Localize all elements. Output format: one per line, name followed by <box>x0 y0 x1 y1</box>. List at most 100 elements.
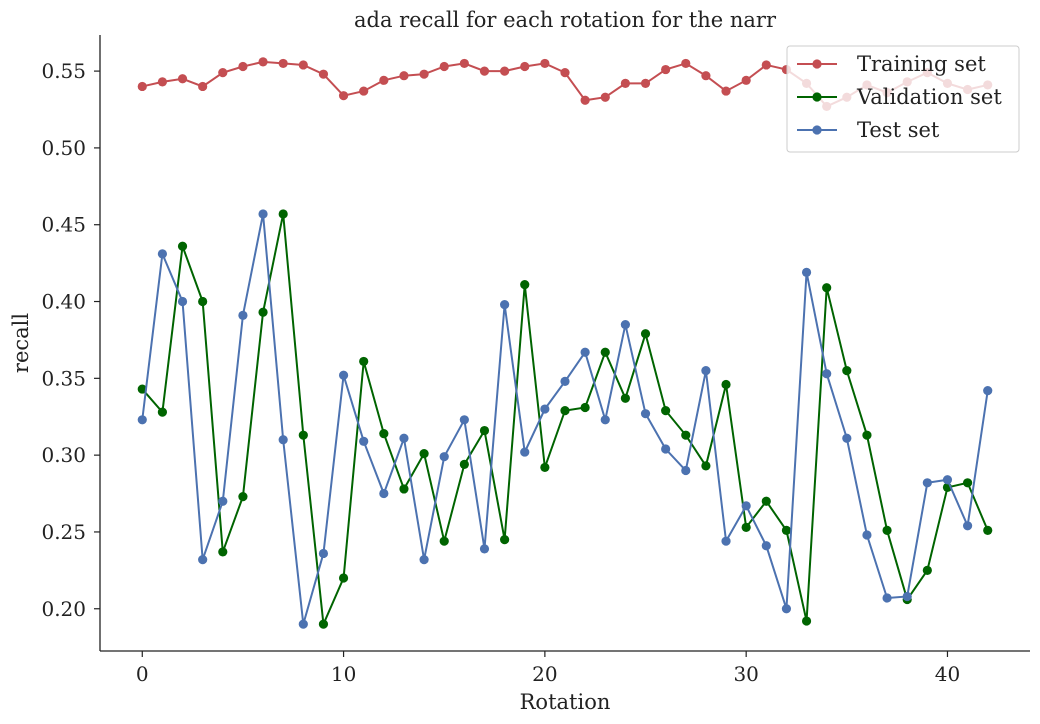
test-set-point <box>922 478 932 488</box>
validation-set-point <box>157 407 168 417</box>
validation-set-point <box>439 536 449 546</box>
test-set-point <box>258 209 268 219</box>
validation-set-point <box>661 405 671 416</box>
training-set-point <box>701 71 711 81</box>
test-set-point <box>661 444 671 454</box>
test-set-point <box>500 299 510 310</box>
training-set-point <box>500 66 510 76</box>
test-set-point <box>459 415 469 425</box>
validation-set-point <box>741 522 751 532</box>
training-set-point <box>157 77 168 87</box>
validation-set-point <box>338 573 349 583</box>
legend-swatch-marker <box>812 92 822 102</box>
training-set-point <box>379 75 389 85</box>
test-set-point <box>701 366 711 376</box>
chart-title: ada recall for each rotation for the nar… <box>354 8 777 32</box>
test-set-point <box>379 488 389 499</box>
x-tick-label: 10 <box>331 662 356 686</box>
y-tick-label: 0.25 <box>41 520 86 544</box>
validation-set-point <box>681 430 691 440</box>
validation-set-point <box>359 356 369 367</box>
test-set-point <box>862 530 872 540</box>
training-set-point <box>198 81 208 92</box>
training-set-point <box>419 69 429 79</box>
legend-entry-training-set: Training set <box>797 52 986 76</box>
training-set-point <box>761 60 771 70</box>
test-set-point <box>781 604 792 614</box>
test-set-point <box>761 541 771 551</box>
validation-set-point <box>198 296 208 307</box>
test-set-point <box>560 376 570 387</box>
validation-set-point <box>600 347 610 357</box>
test-set-point <box>983 386 993 396</box>
validation-set-point <box>842 366 852 376</box>
training-set-point <box>399 71 409 81</box>
y-tick-label: 0.40 <box>41 290 86 314</box>
test-set-point <box>540 404 550 414</box>
validation-set-point <box>379 429 389 439</box>
validation-set-point <box>560 405 570 416</box>
y-tick-label: 0.35 <box>41 366 86 390</box>
training-set-point <box>661 64 671 75</box>
training-set-point <box>620 78 630 88</box>
test-set-point <box>137 415 147 425</box>
training-set-point <box>580 95 590 105</box>
test-set-point <box>338 370 349 380</box>
training-set-point <box>520 61 530 72</box>
legend-swatch-marker <box>812 125 822 135</box>
test-set-point <box>157 249 168 259</box>
test-set-point <box>298 619 308 629</box>
validation-set-point <box>218 547 228 557</box>
training-set-point <box>137 81 147 92</box>
training-set-point <box>741 75 751 85</box>
x-tick-label: 40 <box>935 662 960 686</box>
test-set-point <box>419 554 429 565</box>
y-tick-label: 0.45 <box>41 213 86 237</box>
legend-label: Validation set <box>856 85 1002 109</box>
test-set-point <box>580 347 590 357</box>
test-set-point <box>620 319 630 330</box>
validation-set-point <box>399 484 409 494</box>
validation-set-point <box>862 430 872 440</box>
training-set-point <box>238 61 248 72</box>
test-set-point <box>741 501 751 511</box>
validation-set-point <box>479 425 490 436</box>
test-set-point <box>218 496 228 506</box>
training-set-point <box>338 91 349 101</box>
training-set-point <box>439 61 449 72</box>
validation-set-point <box>781 525 792 536</box>
x-tick-label: 20 <box>532 662 557 686</box>
y-tick-label: 0.50 <box>41 136 86 160</box>
validation-set-point <box>701 461 711 471</box>
test-set-point <box>962 521 973 531</box>
validation-set-point <box>922 565 932 575</box>
test-set-point <box>359 436 369 446</box>
training-set-point <box>640 78 651 88</box>
training-set-point <box>459 58 469 69</box>
validation-set-point <box>459 459 469 469</box>
validation-set-point <box>298 430 308 440</box>
test-set-point <box>640 409 651 419</box>
validation-set-point <box>580 402 590 413</box>
validation-set-point <box>540 462 550 473</box>
training-set-point <box>298 60 308 70</box>
validation-set-point <box>520 280 530 290</box>
x-axis-label: Rotation <box>520 690 611 714</box>
validation-set-point <box>318 619 329 629</box>
training-set-point <box>359 86 369 96</box>
validation-set-point <box>177 241 188 251</box>
y-tick-label: 0.30 <box>41 443 86 467</box>
y-axis-label: recall <box>9 313 33 373</box>
test-set-point <box>318 548 329 559</box>
test-set-point <box>278 435 288 445</box>
training-set-point <box>318 69 329 79</box>
x-tick-label: 30 <box>733 662 758 686</box>
test-set-point <box>822 369 832 379</box>
training-set-point <box>540 58 550 69</box>
legend-box <box>786 45 1020 153</box>
test-set-point <box>600 415 610 425</box>
validation-set-point <box>137 384 147 394</box>
training-set-point <box>479 66 490 76</box>
legend-entry-test-set: Test set <box>797 118 940 142</box>
